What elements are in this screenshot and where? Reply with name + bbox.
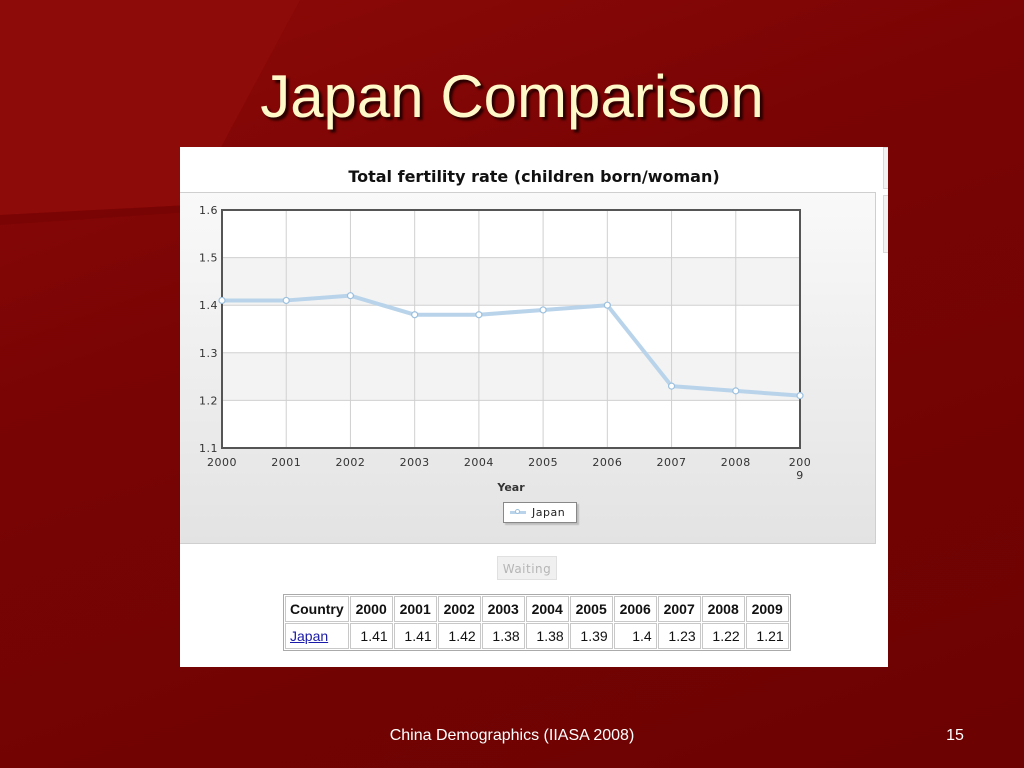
- table-header-year: 2008: [701, 596, 745, 622]
- panel-edge-tab-top: [883, 147, 888, 189]
- y-tick-label: 1.4: [199, 299, 218, 312]
- table-cell-value: 1.41: [349, 623, 393, 649]
- panel-edge-tab-middle: [883, 195, 888, 253]
- x-tick-label: 200: [789, 456, 812, 469]
- data-point-japan: [539, 306, 547, 314]
- table-cell-value: 1.38: [481, 623, 525, 649]
- slide-footer: China Demographics (IIASA 2008): [389, 727, 635, 744]
- table-row: Japan 1.41 1.41 1.42 1.38 1.38 1.39 1.4 1.23 1.22…: [285, 623, 789, 649]
- table-header-country: Country: [285, 596, 349, 622]
- x-tick-label: 2002: [335, 456, 365, 469]
- data-point-japan: [475, 311, 483, 319]
- plot-band: [222, 352, 800, 401]
- table-cell-value: 1.23: [657, 623, 701, 649]
- y-tick-label: 1.3: [199, 347, 218, 360]
- x-tick-label: 2006: [592, 456, 622, 469]
- table-header-year: 2004: [525, 596, 569, 622]
- x-tick-label: 2004: [464, 456, 494, 469]
- table-cell-value: 1.21: [745, 623, 789, 649]
- table-header-year: 2006: [613, 596, 657, 622]
- y-tick-label: 1.5: [199, 252, 218, 265]
- data-point-japan: [411, 311, 419, 319]
- table-cell-value: 1.38: [525, 623, 569, 649]
- series-line-japan: [222, 293, 801, 398]
- table-cell-country: Japan: [285, 623, 349, 649]
- table-header-year: 2005: [569, 596, 613, 622]
- x-tick-label: 2000: [207, 456, 237, 469]
- data-point-japan: [282, 296, 290, 305]
- table-header-year: 2003: [481, 596, 525, 622]
- chart-panel: Total fertility rate (children born/woma…: [180, 147, 888, 667]
- slide-title: Japan Comparison: [260, 63, 764, 130]
- table-cell-value: 1.4: [613, 623, 657, 649]
- x-tick-label: 2005: [528, 456, 558, 469]
- legend-swatch-japan: [510, 509, 526, 514]
- y-tick-label: 1.6: [199, 204, 218, 217]
- y-tick-label: 1.1: [199, 442, 218, 455]
- legend-label-japan: Japan: [532, 506, 566, 519]
- x-tick-label: 2008: [721, 456, 751, 469]
- data-table: Country 2000 2001 2002 2003 2004 2005 2006 2007 2…: [283, 594, 791, 651]
- data-point-japan: [732, 387, 740, 395]
- table-cell-value: 1.39: [569, 623, 613, 649]
- x-tick-label: 2001: [271, 456, 301, 469]
- plot-area: [222, 210, 800, 448]
- table-cell-value: 1.42: [437, 623, 481, 649]
- table-cell-value: 1.41: [393, 623, 437, 649]
- waiting-button[interactable]: Waiting: [497, 556, 557, 580]
- table-header-year: 2000: [349, 596, 393, 622]
- data-point-japan: [346, 292, 355, 300]
- x-tick-label: 2003: [400, 456, 430, 469]
- plot-frame: [221, 209, 801, 449]
- x-tick-label: 2007: [657, 456, 687, 469]
- y-tick-label: 1.2: [199, 394, 218, 407]
- data-point-japan: [218, 296, 226, 305]
- data-point-japan: [796, 392, 804, 400]
- table-header-year: 2002: [437, 596, 481, 622]
- data-point-japan: [603, 301, 611, 309]
- x-tick-label: 9: [796, 469, 804, 482]
- chart-title: Total fertility rate (children born/woma…: [348, 167, 720, 186]
- data-point-japan: [667, 382, 676, 390]
- table-header-row: Country 2000 2001 2002 2003 2004 2005 2006 2007 2…: [285, 596, 789, 622]
- country-link[interactable]: Japan: [290, 628, 329, 644]
- table-header-year: 2001: [393, 596, 437, 622]
- table-cell-value: 1.22: [701, 623, 745, 649]
- table-header-year: 2009: [745, 596, 789, 622]
- table-body: Japan 1.41 1.41 1.42 1.38 1.38 1.39 1.4 1.23 1.22…: [285, 623, 789, 649]
- chart-legend: Japan: [503, 502, 577, 523]
- page-number: 15: [946, 727, 964, 744]
- table-header-year: 2007: [657, 596, 701, 622]
- x-axis-label: Year: [496, 481, 525, 494]
